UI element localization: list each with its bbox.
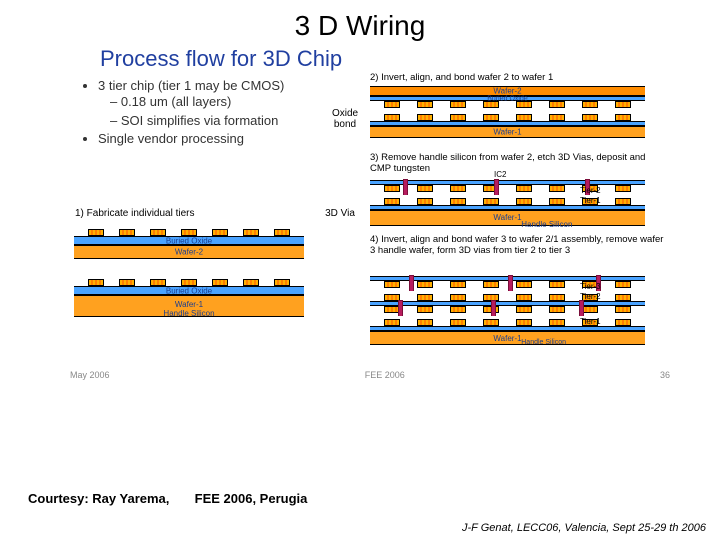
- step4-wafer1: Wafer-1: [370, 334, 645, 343]
- wafer1-oxide-label: Buried Oxide: [74, 286, 304, 295]
- wafer2-label: Wafer-2: [74, 248, 304, 257]
- step4-stack: Tier-3 Tier-2 Tier-1 Wafer-1 Handle Sili…: [370, 276, 645, 345]
- wafer1-handle-label: Handle Silicon: [74, 309, 304, 318]
- step3-wafer1: Wafer-1: [370, 213, 645, 222]
- step3-handle: Handle Silicon: [521, 220, 572, 229]
- bullet-1: 3 tier chip (tier 1 may be CMOS): [98, 78, 284, 93]
- wafer2-oxide-label: Buried Oxide: [74, 236, 304, 245]
- wafer1-label: Wafer-1: [74, 300, 304, 309]
- wafer1-stack: Buried Oxide Wafer-1 Handle Silicon: [74, 276, 304, 317]
- bullet-2: Single vendor processing: [98, 131, 244, 146]
- step4-handle: Handle Silicon: [521, 339, 566, 346]
- bullet-1b: SOI simplifies via formation: [121, 113, 279, 128]
- slide-title: 3 D Wiring: [0, 0, 720, 46]
- inner-footer-left: May 2006: [70, 370, 110, 380]
- step4-caption: 4) Invert, align and bond wafer 3 to waf…: [370, 234, 665, 257]
- step3-tier1: Tier-1: [580, 196, 601, 205]
- bullet-list: 3 tier chip (tier 1 may be CMOS) 0.18 um…: [80, 78, 330, 149]
- inner-footer-right: 36: [660, 370, 670, 380]
- step2-stack: Wafer-2 Buried Oxide Wafer-1: [370, 86, 645, 138]
- step1-caption: 1) Fabricate individual tiers: [75, 208, 195, 220]
- step3-stack: IC2 Tier-2 Tier-1 Wafer-1 Handle Silicon: [370, 180, 645, 226]
- inner-footer-center: FEE 2006: [365, 370, 405, 380]
- page-footer: J-F Genat, LECC06, Valencia, Sept 25-29 …: [462, 522, 706, 534]
- step3-ic2: IC2: [494, 170, 506, 179]
- step2-wafer1-label: Wafer-1: [370, 128, 645, 137]
- wafer2-stack: Buried Oxide Wafer-2: [74, 226, 304, 259]
- step4-tier1: Tier-1: [580, 317, 601, 326]
- content-area: 3 tier chip (tier 1 may be CMOS) 0.18 um…: [0, 78, 720, 498]
- via-3d-label: 3D Via: [325, 208, 355, 219]
- step4-tier2: Tier-2: [580, 292, 601, 301]
- step3-caption: 3) Remove handle silicon from wafer 2, e…: [370, 152, 660, 175]
- step3-tier2: Tier-2: [580, 186, 601, 195]
- credit-a: Courtesy: Ray Yarema,: [28, 491, 169, 506]
- step2-caption: 2) Invert, align, and bond wafer 2 to wa…: [370, 72, 650, 83]
- bullet-1a: 0.18 um (all layers): [121, 94, 232, 109]
- step4-tier3: Tier-3: [580, 282, 601, 291]
- credit-line: Courtesy: Ray Yarema, FEE 2006, Perugia: [28, 491, 307, 506]
- inner-footer: May 2006 FEE 2006 36: [70, 370, 670, 380]
- oxide-bond-label: Oxide bond: [325, 108, 365, 130]
- credit-b: FEE 2006, Perugia: [195, 491, 308, 506]
